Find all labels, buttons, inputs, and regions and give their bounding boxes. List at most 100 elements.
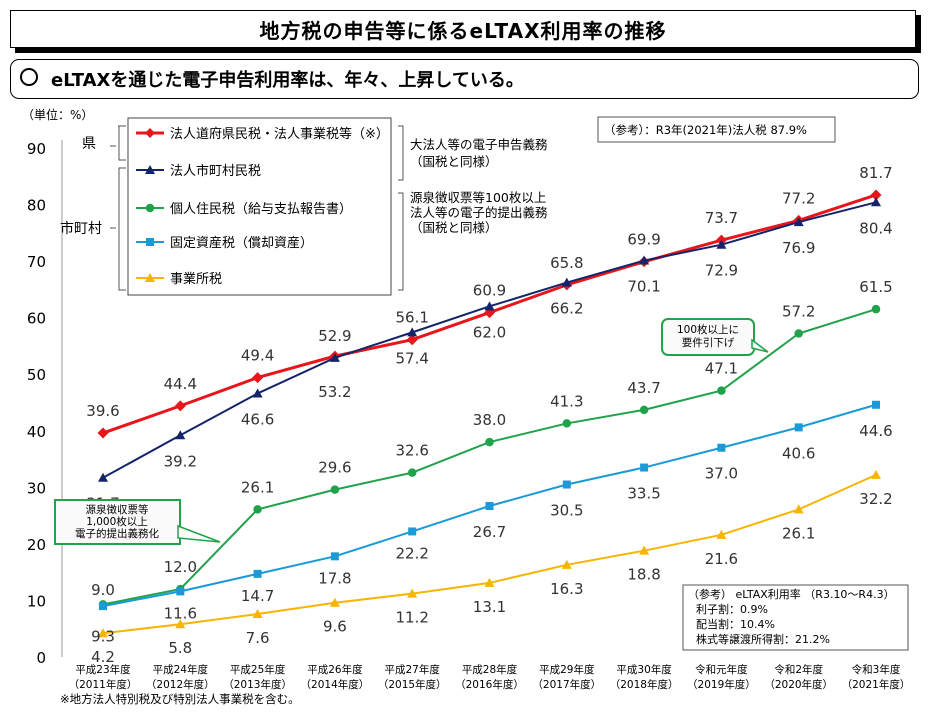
data-point-business-office xyxy=(407,588,418,598)
legend-swatch-marker xyxy=(145,203,155,213)
data-label: 9.6 xyxy=(323,618,347,636)
data-point-corp-prefectural xyxy=(97,427,109,439)
data-point-corp-municipal xyxy=(407,327,418,337)
data-label: 9.3 xyxy=(91,627,115,645)
data-label: 40.6 xyxy=(782,444,815,462)
data-point-business-office xyxy=(329,597,340,607)
x-tick-label: 平成30年度 xyxy=(616,663,672,676)
data-point-corp-prefectural xyxy=(252,372,264,384)
data-label: 9.0 xyxy=(91,581,115,599)
x-tick-label-sub: （2016年度） xyxy=(455,678,524,691)
data-point-business-office xyxy=(871,469,881,479)
data-label: 49.4 xyxy=(241,347,274,365)
data-label: 72.9 xyxy=(705,262,738,280)
data-label: 39.6 xyxy=(86,402,119,420)
rates-box xyxy=(682,584,909,651)
y-tick-label: 60 xyxy=(27,310,46,328)
rates-line: （参考） eLTAX利用率 （R3.10～R4.3） xyxy=(688,587,895,601)
data-point-fixed-asset xyxy=(717,443,726,452)
data-point-fixed-asset xyxy=(408,527,417,536)
data-point-business-office xyxy=(98,628,108,638)
y-tick-label: 90 xyxy=(27,140,46,158)
data-point-individual-inhabitant xyxy=(639,405,649,415)
data-label: 21.6 xyxy=(705,550,738,568)
data-label: 44.4 xyxy=(164,375,197,393)
data-label: 47.1 xyxy=(705,360,738,378)
data-label: 7.6 xyxy=(246,629,270,647)
data-label: 77.2 xyxy=(782,189,815,207)
legend-note-group1: 大法人等の電子申告義務 xyxy=(410,137,548,152)
data-label: 60.9 xyxy=(473,282,506,300)
data-point-corp-municipal xyxy=(98,472,108,482)
data-label: 32.6 xyxy=(395,442,428,460)
data-label: 18.8 xyxy=(627,566,660,584)
data-label: 56.1 xyxy=(395,309,428,327)
legend-swatch-marker xyxy=(145,165,155,174)
data-point-fixed-asset xyxy=(253,569,262,578)
rates-line: 株式等譲渡所得割：21.2% xyxy=(696,632,830,646)
data-point-fixed-asset xyxy=(562,480,571,489)
legend-note-group2: 源泉徴収票等100枚以上 xyxy=(410,190,546,205)
callout-right-text: 要件引下げ xyxy=(682,336,735,349)
data-point-corp-municipal xyxy=(793,217,804,227)
data-point-business-office xyxy=(793,504,804,514)
data-label: 11.6 xyxy=(164,604,197,622)
x-tick-label: 平成23年度 xyxy=(75,663,131,676)
data-point-individual-inhabitant xyxy=(407,468,417,477)
title-box: 地方税の申告等に係るeLTAX利用率の推移 xyxy=(10,10,916,48)
bracket-label-municipality: 市町村 xyxy=(60,220,102,237)
data-point-corp-municipal xyxy=(716,239,727,249)
x-tick-label: 令和2年度 xyxy=(774,663,823,676)
data-point-business-office xyxy=(175,619,186,629)
data-point-corp-prefectural xyxy=(406,334,418,346)
callout-right-text: 100枚以上に xyxy=(677,323,739,336)
bracket-municipality xyxy=(110,167,126,291)
legend-swatch-marker xyxy=(145,273,155,282)
legend-note-group2: 法人等の電子的提出義務 xyxy=(410,205,548,220)
series-line-individual-inhabitant xyxy=(102,308,877,606)
x-tick-label: 平成24年度 xyxy=(153,663,209,676)
legend-item-label: 事業所税 xyxy=(170,271,222,287)
data-point-business-office xyxy=(639,545,650,555)
x-tick-label-sub: （2018年度） xyxy=(610,678,679,691)
y-tick-label: 30 xyxy=(27,479,46,497)
page-title: 地方税の申告等に係るeLTAX利用率の推移 xyxy=(259,18,667,43)
legend-note-group2: （国税と同様） xyxy=(410,220,498,235)
y-tick-label: 0 xyxy=(36,649,46,667)
data-label: 30.5 xyxy=(550,502,583,520)
x-tick-label-sub: （2013年度） xyxy=(223,678,292,691)
y-tick-label: 10 xyxy=(27,592,46,610)
data-point-corp-municipal xyxy=(175,430,186,440)
data-point-corp-municipal xyxy=(252,388,263,398)
data-point-fixed-asset xyxy=(794,423,803,432)
data-label: 61.5 xyxy=(859,278,892,296)
bracket-group1 xyxy=(398,125,404,181)
data-label: 76.9 xyxy=(782,239,815,257)
y-tick-label: 70 xyxy=(27,253,46,271)
y-tick-label: 50 xyxy=(27,366,46,384)
reference-note-box xyxy=(597,116,836,143)
rates-line: 利子割：0.9% xyxy=(696,602,768,616)
data-label: 53.2 xyxy=(318,383,351,401)
data-label: 26.1 xyxy=(241,478,274,496)
x-tick-label-sub: （2014年度） xyxy=(301,678,370,691)
callout-right-box xyxy=(661,318,755,356)
rates-line: 配当割：10.4% xyxy=(696,617,775,631)
data-point-individual-inhabitant xyxy=(562,419,572,428)
data-point-fixed-asset xyxy=(485,501,494,510)
data-label: 14.7 xyxy=(241,587,274,605)
legend-item-label: 個人住民税（給与支払報告書） xyxy=(170,202,352,217)
subtitle-box: eLTAXを通じた電子申告利用率は、年々、上昇している。 xyxy=(10,59,919,99)
legend-swatch-marker xyxy=(146,238,154,246)
x-tick-label: 平成29年度 xyxy=(539,663,595,676)
data-label: 65.8 xyxy=(550,254,583,272)
legend-swatch-marker xyxy=(145,128,155,138)
data-label: 80.4 xyxy=(859,219,892,237)
data-point-individual-inhabitant xyxy=(871,304,881,314)
data-label: 57.4 xyxy=(395,349,428,367)
data-label: 73.7 xyxy=(705,209,738,227)
data-point-individual-inhabitant xyxy=(253,505,262,514)
x-tick-label: 平成28年度 xyxy=(462,663,518,676)
data-point-fixed-asset xyxy=(176,587,185,596)
data-label: 29.6 xyxy=(318,459,351,477)
